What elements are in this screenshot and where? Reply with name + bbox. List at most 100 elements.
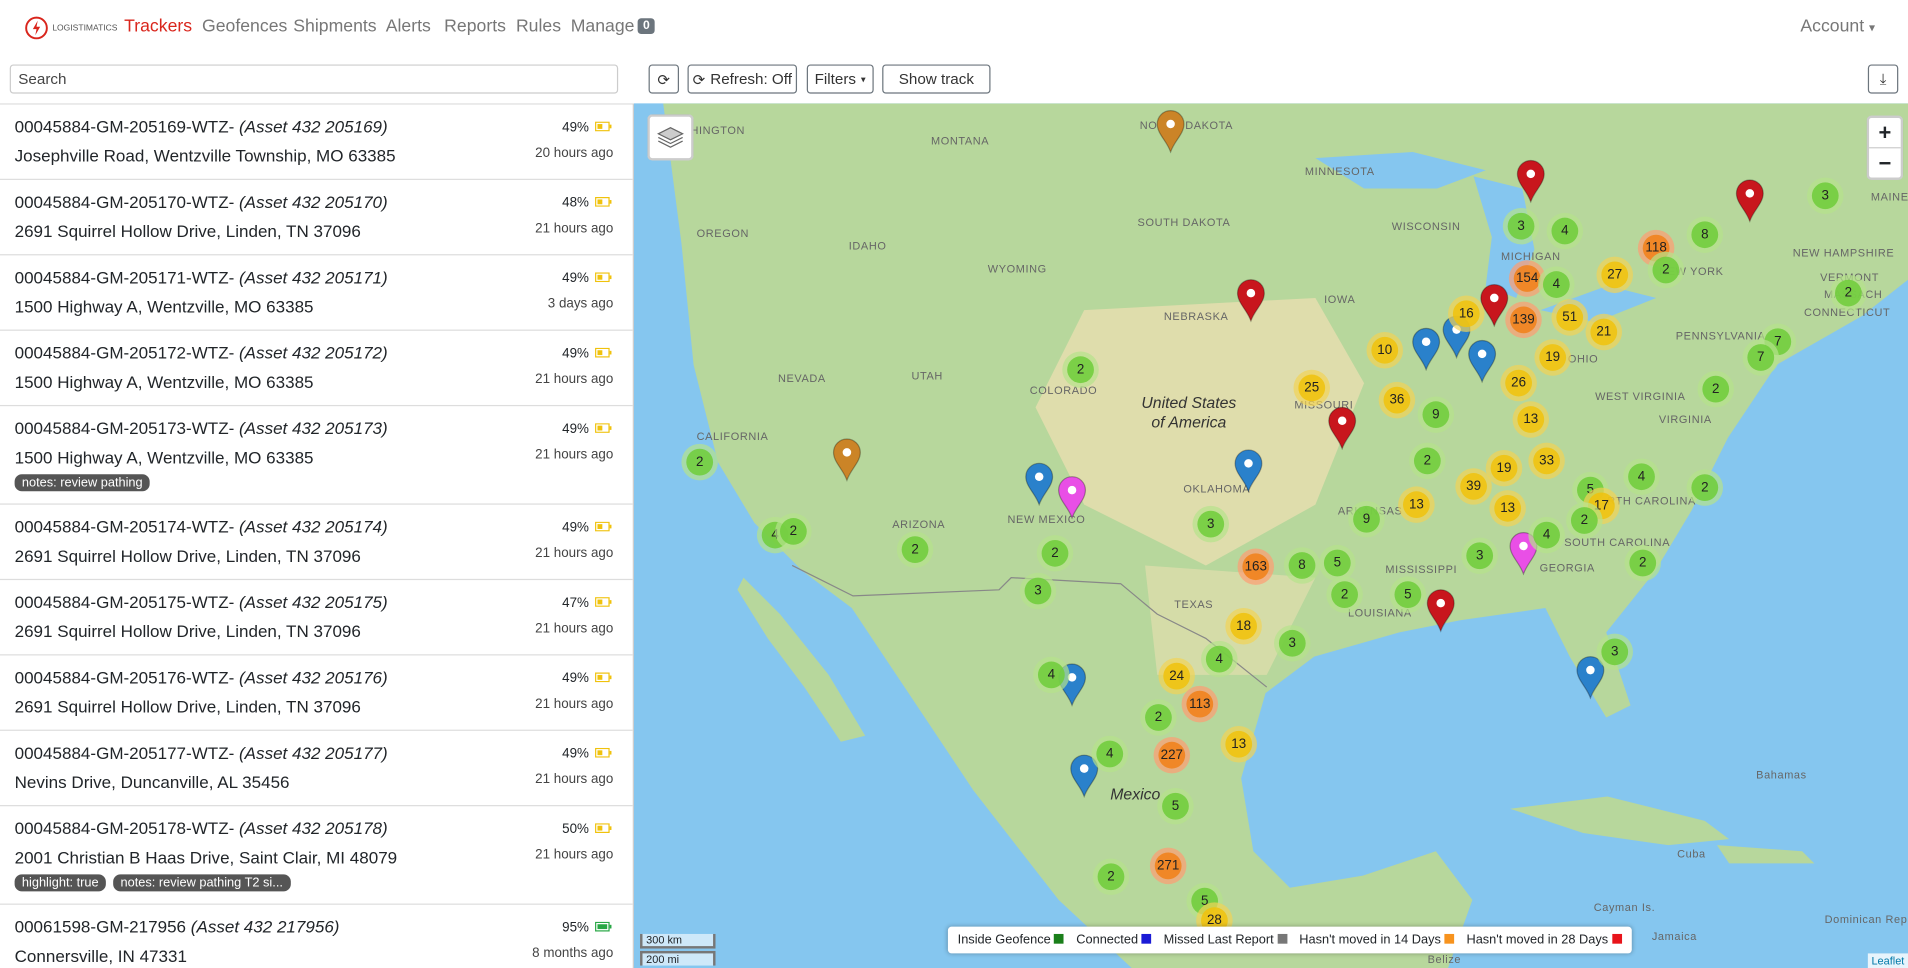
marker-cluster[interactable]: 9 <box>1417 396 1455 433</box>
marker-cluster[interactable]: 2 <box>1697 370 1734 408</box>
map-marker[interactable] <box>1412 327 1441 377</box>
marker-cluster[interactable]: 13 <box>1489 490 1526 527</box>
marker-cluster[interactable]: 25 <box>1293 369 1331 407</box>
marker-cluster[interactable]: 4 <box>1528 516 1565 554</box>
marker-cluster[interactable]: 13 <box>1220 725 1257 763</box>
marker-cluster[interactable]: 3 <box>1461 537 1498 574</box>
search-input[interactable] <box>9 64 619 94</box>
marker-cluster[interactable]: 113 <box>1181 685 1219 723</box>
map-marker[interactable] <box>1426 589 1455 639</box>
marker-cluster[interactable]: 4 <box>1623 458 1660 495</box>
marker-cluster[interactable]: 2 <box>1036 535 1074 572</box>
marker-cluster[interactable]: 227 <box>1153 736 1191 774</box>
marker-cluster[interactable]: 3 <box>1192 505 1230 543</box>
marker-cluster[interactable]: 2 <box>775 513 812 550</box>
marker-cluster[interactable]: 27 <box>1596 256 1633 294</box>
nav-link[interactable]: Geofences <box>202 17 287 36</box>
layers-control[interactable] <box>647 114 694 161</box>
download-button[interactable]: ⤓ <box>1867 64 1899 94</box>
map[interactable]: 300 km 200 mi Leaflet WASHINGTON MONTANA N… <box>633 103 1908 968</box>
tracker-item[interactable]: 00045884-GM-205171-WTZ- (Asset 432 20517… <box>0 255 633 331</box>
nav-link[interactable]: Reports <box>444 17 506 36</box>
marker-cluster[interactable]: 271 <box>1149 847 1187 885</box>
marker-cluster[interactable]: 4 <box>1091 735 1129 773</box>
marker-cluster[interactable]: 2 <box>1647 251 1685 289</box>
marker-cluster[interactable]: 10 <box>1366 331 1404 369</box>
marker-cluster[interactable]: 4 <box>1538 266 1575 303</box>
map-marker[interactable] <box>832 438 861 488</box>
account-menu[interactable]: Account ▾ <box>1800 17 1875 36</box>
marker-cluster[interactable]: 4 <box>1033 656 1070 694</box>
marker-cluster[interactable]: 26 <box>1500 364 1537 402</box>
refresh-button[interactable]: ⟳ Refresh: Off <box>687 64 798 94</box>
marker-cluster[interactable]: 4 <box>1546 212 1584 250</box>
marker-cluster[interactable]: 19 <box>1485 449 1523 487</box>
marker-cluster[interactable]: 7 <box>1742 339 1780 376</box>
show-track-toggle[interactable]: Show track <box>882 64 1485 157</box>
nav-link[interactable]: Rules <box>516 17 561 36</box>
map-marker[interactable] <box>1328 406 1357 456</box>
tracker-item[interactable]: 00045884-GM-205170-WTZ- (Asset 432 20517… <box>0 180 633 256</box>
tracker-item[interactable]: 00045884-GM-205177-WTZ- (Asset 432 20517… <box>0 731 633 807</box>
marker-cluster[interactable]: 5 <box>1389 576 1427 613</box>
marker-cluster[interactable]: 8 <box>1686 216 1724 253</box>
map-marker[interactable] <box>1234 449 1263 499</box>
marker-cluster[interactable]: 2 <box>1062 351 1099 388</box>
marker-cluster[interactable]: 51 <box>1551 299 1588 336</box>
tracker-item[interactable]: 00045884-GM-205176-WTZ- (Asset 432 20517… <box>0 655 633 731</box>
tracker-item[interactable]: 00045884-GM-205178-WTZ- (Asset 432 20517… <box>0 806 633 905</box>
tracker-item[interactable]: 00045884-GM-205172-WTZ- (Asset 432 20517… <box>0 331 633 407</box>
map-marker[interactable] <box>1735 179 1764 229</box>
marker-cluster[interactable]: 2 <box>1092 858 1130 896</box>
reload-button[interactable]: ⟳ <box>648 64 679 94</box>
nav-link[interactable]: Manage 0 <box>571 17 655 36</box>
tracker-item[interactable]: 00045884-GM-205174-WTZ- (Asset 432 20517… <box>0 505 633 581</box>
marker-cluster[interactable]: 3 <box>1019 572 1057 610</box>
marker-cluster[interactable]: 13 <box>1398 486 1435 523</box>
marker-cluster[interactable]: 5 <box>1157 788 1194 825</box>
map-marker[interactable] <box>1057 475 1087 525</box>
marker-cluster[interactable]: 2 <box>681 443 718 481</box>
filters-button[interactable]: Filters ▾ <box>806 64 874 94</box>
marker-cluster[interactable]: 2 <box>1686 469 1724 506</box>
map-marker[interactable] <box>1025 462 1054 512</box>
map-marker[interactable] <box>1516 159 1545 209</box>
map-marker[interactable] <box>1576 655 1605 705</box>
marker-cluster[interactable]: 3 <box>1274 625 1311 662</box>
marker-cluster[interactable]: 13 <box>1512 401 1550 438</box>
zoom-out[interactable]: − <box>1878 150 1892 176</box>
tracker-item[interactable]: 00045884-GM-205169-WTZ- (Asset 432 20516… <box>0 105 633 180</box>
tracker-item[interactable]: 00045884-GM-205173-WTZ- (Asset 432 20517… <box>0 406 633 505</box>
marker-cluster[interactable]: 39 <box>1455 468 1492 505</box>
map-marker[interactable] <box>1480 283 1509 333</box>
marker-cluster[interactable]: 4 <box>1201 640 1238 678</box>
marker-cluster[interactable]: 2 <box>1409 442 1446 480</box>
marker-cluster[interactable]: 5 <box>1319 544 1356 582</box>
tracker-item[interactable]: 00061598-GM-217956 (Asset 432 217956) Con… <box>0 905 633 968</box>
marker-cluster[interactable]: 2 <box>896 531 934 568</box>
map-marker[interactable] <box>1468 339 1497 389</box>
nav-link[interactable]: Trackers <box>124 17 192 36</box>
marker-cluster[interactable]: 19 <box>1534 339 1571 376</box>
brand[interactable]: LOGISTIMATICS <box>24 16 117 40</box>
tracker-item[interactable]: 00045884-GM-205175-WTZ- (Asset 432 20517… <box>0 580 633 656</box>
marker-cluster[interactable]: 33 <box>1528 442 1565 480</box>
attribution[interactable]: Leaflet <box>1867 953 1908 968</box>
marker-cluster[interactable]: 163 <box>1237 548 1275 585</box>
marker-cluster[interactable]: 9 <box>1348 501 1385 538</box>
nav-link[interactable]: Shipments <box>293 17 376 36</box>
map-marker[interactable] <box>1156 109 1185 159</box>
marker-cluster[interactable]: 36 <box>1378 381 1416 419</box>
marker-cluster[interactable]: 2 <box>1140 699 1177 736</box>
marker-cluster[interactable]: 3 <box>1502 207 1540 245</box>
marker-cluster[interactable]: 2 <box>1830 274 1867 312</box>
nav-link[interactable]: Alerts <box>386 17 431 36</box>
marker-cluster[interactable]: 2 <box>1566 502 1603 539</box>
marker-cluster[interactable]: 139 <box>1505 301 1542 339</box>
marker-cluster[interactable]: 3 <box>1807 177 1844 215</box>
marker-cluster[interactable]: 2 <box>1624 544 1661 582</box>
marker-cluster[interactable]: 3 <box>1596 633 1633 671</box>
map-marker[interactable] <box>1236 278 1265 328</box>
marker-cluster[interactable]: 8 <box>1283 547 1321 584</box>
marker-cluster[interactable]: 16 <box>1448 295 1485 332</box>
